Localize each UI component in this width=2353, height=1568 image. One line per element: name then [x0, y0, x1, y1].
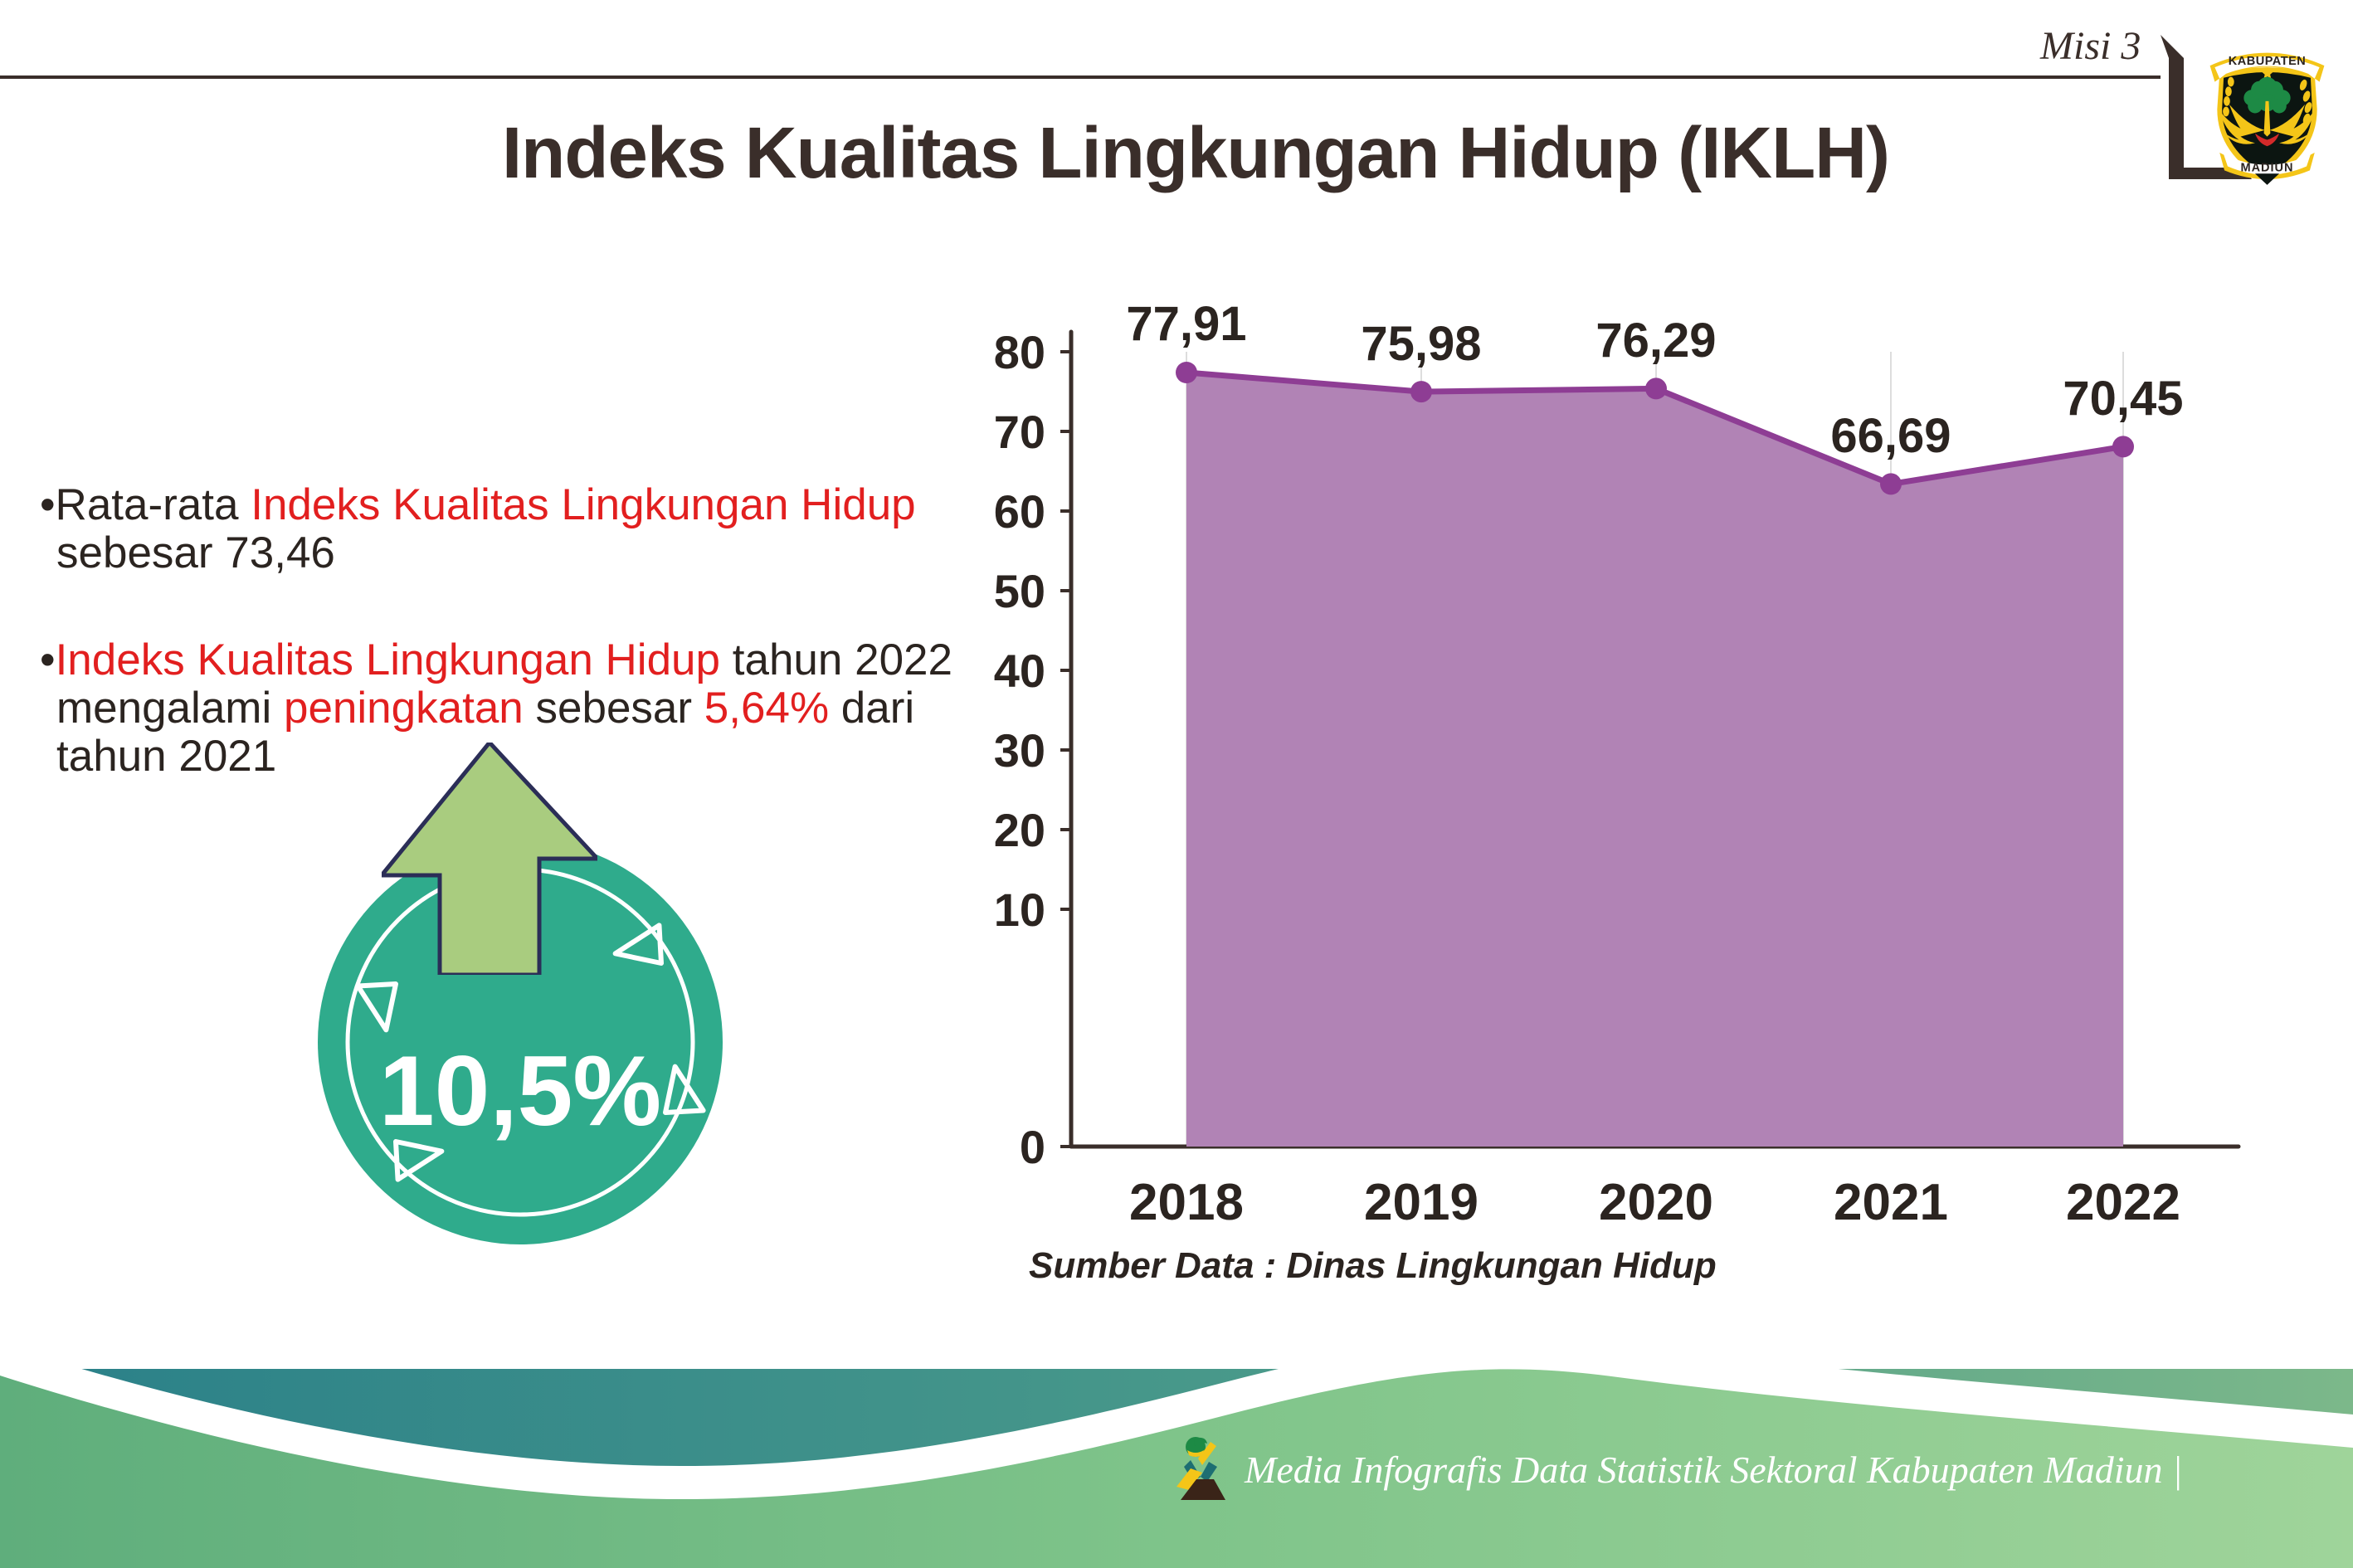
svg-text:40: 40 [994, 645, 1045, 697]
svg-text:50: 50 [994, 565, 1045, 617]
svg-text:80: 80 [994, 326, 1045, 378]
svg-text:Sumber Data : Dinas Lingkungan: Sumber Data : Dinas Lingkungan Hidup [1029, 1245, 1717, 1286]
svg-text:77,91: 77,91 [1126, 297, 1246, 351]
svg-text:70,45: 70,45 [2063, 372, 2183, 426]
svg-text:60: 60 [994, 485, 1045, 538]
svg-text:2019: 2019 [1364, 1174, 1479, 1231]
svg-text:0: 0 [1020, 1121, 1045, 1173]
svg-text:2018: 2018 [1129, 1174, 1244, 1231]
svg-text:70: 70 [994, 406, 1045, 458]
svg-text:2020: 2020 [1599, 1174, 1713, 1231]
svg-text:2022: 2022 [2066, 1174, 2180, 1231]
svg-text:75,98: 75,98 [1361, 317, 1481, 371]
svg-text:30: 30 [994, 724, 1045, 777]
svg-text:2021: 2021 [1834, 1174, 1948, 1231]
svg-text:66,69: 66,69 [1830, 409, 1951, 463]
svg-text:76,29: 76,29 [1595, 314, 1716, 368]
svg-text:10: 10 [994, 884, 1045, 936]
svg-text:20: 20 [994, 804, 1045, 856]
